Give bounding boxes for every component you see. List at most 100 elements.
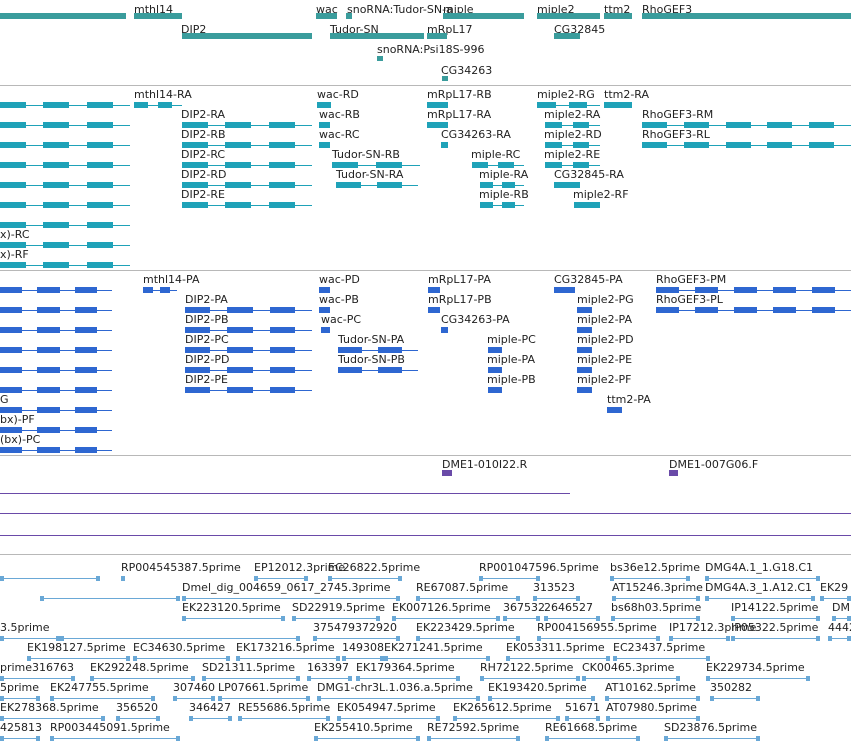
protein-transcript-label[interactable]: DIP2-PC [185,333,229,346]
est-line[interactable] [27,658,130,659]
gene-label[interactable]: snoRNA:Tudor-SN-a [347,3,453,16]
est-end[interactable] [816,635,820,641]
est-label[interactable]: DMG4A.1_1.G18.C1 [705,561,814,574]
est-end[interactable] [313,635,317,641]
protein-transcript-exon[interactable] [270,367,295,373]
est-label[interactable]: 163397 [307,661,349,674]
est-end[interactable] [101,715,105,721]
rna-transcript-label[interactable]: mRpL17-RB [427,88,492,101]
est-label[interactable]: EC34630.5prime [133,641,226,654]
gene-feature[interactable] [346,13,352,19]
rna-transcript-exon[interactable] [269,162,295,168]
est-end[interactable] [544,615,548,621]
rna-transcript-exon[interactable] [332,162,358,168]
est-end[interactable] [816,575,820,581]
est-end[interactable] [396,595,400,601]
rna-transcript-exon[interactable] [319,142,330,148]
rna-transcript-label[interactable]: Tudor-SN-RB [332,148,400,161]
protein-transcript-exon[interactable] [270,307,295,313]
clone-line[interactable] [0,493,570,494]
est-label[interactable]: bs36e12.5prime [610,561,701,574]
est-label[interactable]: EK193420.5prime [488,681,587,694]
est-end[interactable] [0,675,4,681]
rna-transcript-exon[interactable] [498,162,514,168]
protein-transcript-exon[interactable] [185,327,210,333]
protein-transcript-exon[interactable] [143,287,153,293]
est-end[interactable] [336,655,340,661]
est-label[interactable]: EK179364.5prime [356,661,455,674]
est-line[interactable] [479,578,540,579]
est-line[interactable] [384,658,490,659]
est-line[interactable] [611,618,700,619]
est-line[interactable] [328,578,402,579]
rna-transcript-exon[interactable] [269,122,295,128]
gene-feature[interactable] [537,13,600,19]
est-label[interactable]: RE61668.5prime [545,721,638,734]
est-label[interactable]: EK173216.5prime [236,641,335,654]
protein-transcript-exon[interactable] [37,347,60,353]
gene-feature[interactable] [442,75,448,81]
rna-transcript-label[interactable]: x)-RF [0,248,29,261]
protein-transcript-exon[interactable] [577,307,592,313]
clone-line[interactable] [0,535,851,536]
protein-transcript-label[interactable]: bx)-PF [0,413,35,426]
est-line[interactable] [238,718,330,719]
est-end[interactable] [710,695,714,701]
est-label[interactable]: AT15246.3prime [612,581,703,594]
protein-transcript-exon[interactable] [185,387,210,393]
est-label[interactable]: EK229734.5prime [706,661,805,674]
protein-transcript-label[interactable]: miple-PB [487,373,536,386]
est-line[interactable] [731,638,820,639]
est-end[interactable] [847,595,851,601]
est-end[interactable] [50,735,54,741]
est-end[interactable] [479,575,483,581]
est-line[interactable] [218,698,310,699]
gene-feature[interactable] [377,55,383,61]
est-line[interactable] [706,678,810,679]
est-line[interactable] [314,738,420,739]
protein-transcript-exon[interactable] [488,367,502,373]
rna-transcript-label[interactable]: miple-RC [471,148,521,161]
est-end[interactable] [348,675,352,681]
rna-transcript-exon[interactable] [319,122,330,128]
gene-label[interactable]: miple [443,3,474,16]
est-line[interactable] [0,718,105,719]
protein-transcript-label[interactable]: (bx)-PC [0,433,41,446]
rna-transcript-exon[interactable] [158,102,172,108]
est-label[interactable]: RE72592.5prime [427,721,520,734]
rna-transcript-exon[interactable] [87,122,113,128]
est-end[interactable] [496,615,500,621]
est-line[interactable] [612,598,700,599]
est-line[interactable] [254,578,308,579]
protein-transcript-exon[interactable] [695,307,718,313]
rna-transcript-exon[interactable] [574,202,600,208]
protein-transcript-exon[interactable] [0,387,22,393]
est-end[interactable] [396,635,400,641]
est-label[interactable]: prime316763 [0,661,75,674]
gene-label[interactable]: mRpL17 [427,23,473,36]
protein-transcript-exon[interactable] [0,307,22,313]
est-line[interactable] [533,598,580,599]
rna-transcript-exon[interactable] [225,182,251,188]
protein-transcript-exon[interactable] [0,427,22,433]
rna-transcript-exon[interactable] [0,142,26,148]
est-label[interactable]: EK292248.5prime [90,661,189,674]
est-label[interactable]: EK223120.5prime [182,601,281,614]
est-label[interactable]: EK271241.5prime [384,641,483,654]
rna-transcript-exon[interactable] [569,102,587,108]
est-label[interactable]: Dmel_dig_004659_0617_2745.3prime [182,581,391,594]
est-end[interactable] [182,595,186,601]
protein-transcript-exon[interactable] [227,367,253,373]
rna-transcript-exon[interactable] [545,142,562,148]
est-line[interactable] [60,638,300,639]
rna-transcript-exon[interactable] [767,122,792,128]
protein-transcript-label[interactable]: wac-PB [319,293,359,306]
gene-feature[interactable] [0,13,126,19]
rna-transcript-label[interactable]: mRpL17-RA [427,108,492,121]
rna-transcript-exon[interactable] [427,102,448,108]
est-end[interactable] [296,675,300,681]
est-label[interactable]: EK247755.5prime [50,681,149,694]
rna-transcript-exon[interactable] [0,222,26,228]
est-end[interactable] [806,675,810,681]
protein-transcript-exon[interactable] [75,307,97,313]
